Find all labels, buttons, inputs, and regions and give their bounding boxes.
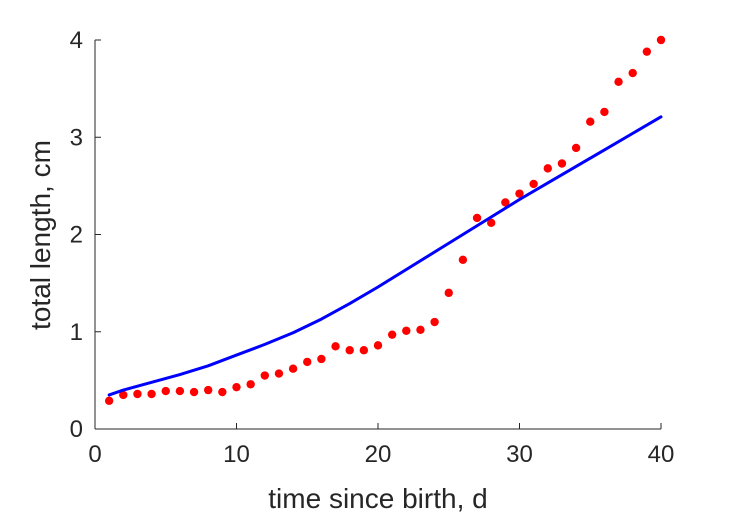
data-point	[345, 346, 354, 355]
y-axis-label: total length, cm	[25, 140, 56, 330]
data-point	[487, 218, 496, 228]
data-point	[656, 35, 666, 45]
data-point	[104, 396, 114, 405]
data-point	[359, 346, 369, 355]
data-point	[133, 389, 142, 399]
data-point	[614, 77, 623, 87]
data-point	[373, 341, 383, 350]
data-point	[260, 371, 269, 380]
data-point	[317, 354, 326, 364]
axes	[94, 40, 661, 430]
y-tick-label: 2	[70, 222, 83, 249]
y-tick-label: 0	[70, 416, 83, 443]
data-point	[642, 47, 652, 56]
data-point	[444, 288, 453, 298]
y-tick-label: 3	[70, 124, 83, 151]
y-tick-label: 4	[70, 27, 83, 54]
data-point	[586, 117, 595, 126]
data-point	[189, 387, 199, 397]
data-point	[472, 213, 482, 223]
data-point	[430, 317, 439, 327]
x-tick-label: 0	[88, 441, 101, 468]
data-point	[288, 364, 298, 373]
data-point	[628, 68, 637, 78]
data-point	[274, 369, 284, 378]
ticks: 0 10 20 30 40 0 1 2 3 4	[70, 27, 675, 468]
data-point	[501, 198, 510, 207]
data-point	[232, 382, 241, 392]
data-point	[331, 342, 340, 351]
x-tick-label: 20	[365, 441, 392, 468]
data-point	[416, 325, 425, 335]
data-point	[543, 164, 552, 173]
data-point	[303, 357, 312, 367]
data-point	[161, 386, 170, 396]
y-tick-label: 1	[70, 319, 83, 346]
data-point	[458, 255, 468, 264]
data-point	[529, 179, 538, 189]
model-line	[107, 115, 663, 397]
data-point	[175, 386, 185, 396]
x-tick-label: 10	[223, 441, 250, 468]
plot-area	[104, 35, 666, 405]
x-axis-label: time since birth, d	[268, 483, 487, 514]
data-point	[600, 107, 609, 117]
data-point	[218, 387, 227, 397]
data-point	[402, 326, 411, 335]
data-point	[387, 330, 397, 339]
data-point	[204, 385, 213, 395]
x-tick-label: 30	[506, 441, 533, 468]
x-tick-label: 40	[648, 441, 675, 468]
data-point	[147, 389, 156, 399]
data-point	[557, 159, 567, 168]
data-point	[515, 189, 524, 198]
data-point	[119, 390, 128, 400]
data-point	[571, 143, 581, 153]
data-point	[246, 380, 255, 389]
